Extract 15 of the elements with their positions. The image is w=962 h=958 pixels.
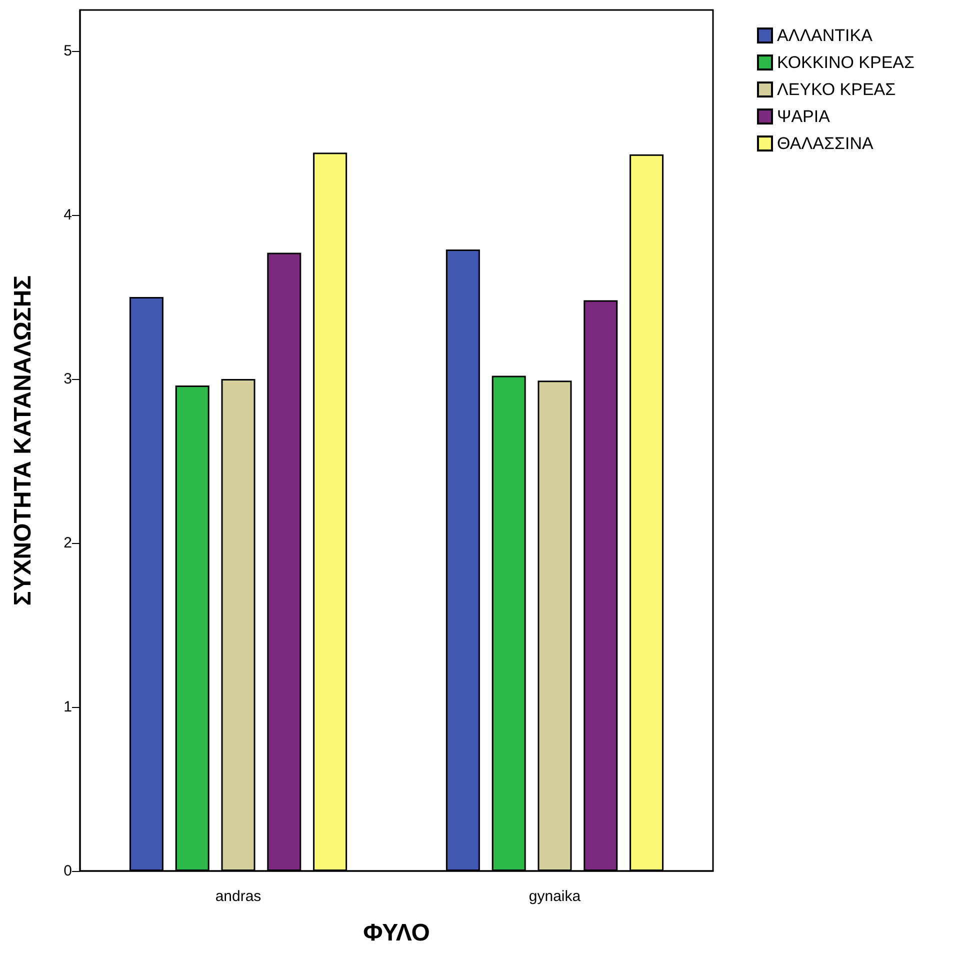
legend-label: ΘΑΛΑΣΣΙΝΑ <box>777 134 874 153</box>
x-axis-title: ΦΥΛΟ <box>363 920 430 946</box>
x-tick-label: andras <box>215 888 262 905</box>
y-tick-label: 3 <box>64 370 72 388</box>
legend-label: ΑΛΛΑΝΤΙΚΑ <box>777 26 874 45</box>
legend-label: ΛΕΥΚΟ ΚΡΕΑΣ <box>777 80 896 99</box>
y-tick-label: 0 <box>64 862 72 880</box>
y-tick-label: 5 <box>64 42 72 60</box>
y-tick-label: 2 <box>64 534 72 552</box>
y-axis-title: ΣΥΧΝΟΤΗΤΑ ΚΑΤΑΝΑΛΩΣΗΣ <box>10 275 36 606</box>
x-tick-label: gynaika <box>528 888 582 905</box>
y-tick-label: 1 <box>64 698 72 716</box>
legend-label: ΨΑΡΙΑ <box>777 107 831 126</box>
y-tick-label: 4 <box>64 206 72 224</box>
legend-label: ΚΟΚΚΙΝΟ ΚΡΕΑΣ <box>777 53 915 72</box>
